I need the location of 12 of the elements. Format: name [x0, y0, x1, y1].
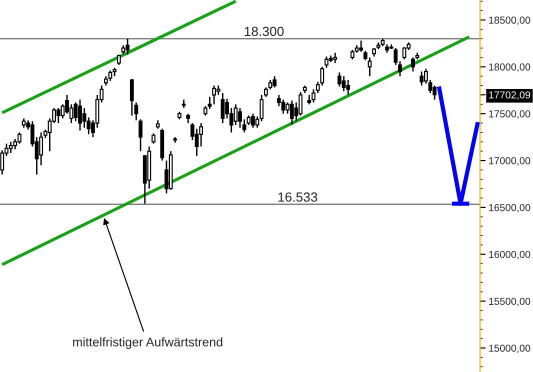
y-tick-label: 18500,00	[489, 16, 530, 25]
y-tick-label: 17500,00	[489, 110, 530, 119]
y-tick-label: 15000,00	[489, 344, 530, 353]
ref-line-label: 16.533	[278, 192, 318, 202]
y-tick-label: 17000,00	[489, 157, 530, 166]
y-tick-label: 17702,09	[489, 91, 530, 100]
y-tick-label: 18000,00	[489, 63, 530, 72]
y-tick-label: 16500,00	[489, 204, 530, 212]
annotation: mittelfristiger Aufwärtstrend	[73, 337, 222, 349]
y-tick-label: 16000,00	[489, 250, 530, 260]
ref-line-label: 18.300	[244, 26, 284, 36]
y-tick-label: 15500,00	[489, 298, 530, 306]
